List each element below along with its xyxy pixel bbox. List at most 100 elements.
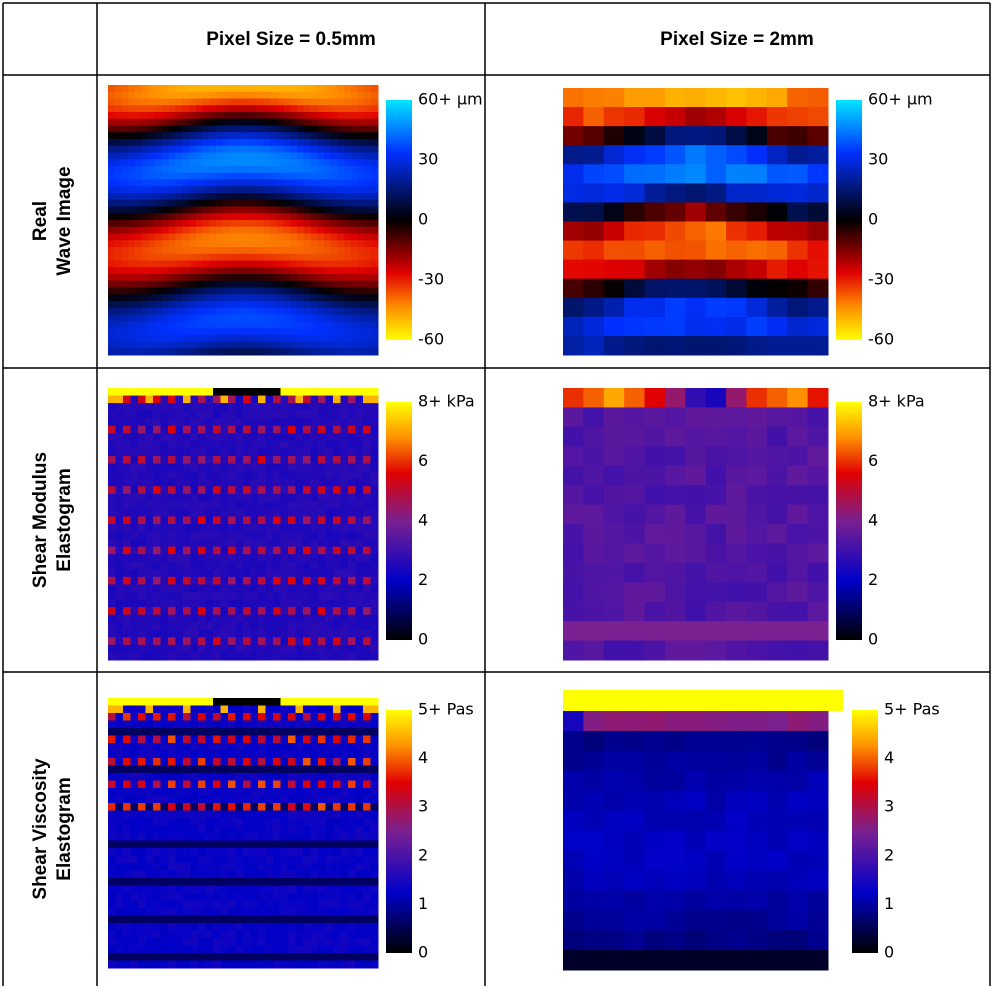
heatmap-cell xyxy=(333,396,341,404)
heatmap-cell xyxy=(191,751,199,759)
heatmap-cell xyxy=(326,736,334,744)
heatmap-cell xyxy=(371,803,379,811)
heatmap-cell xyxy=(371,186,378,193)
heatmap-cell xyxy=(213,901,221,909)
heatmap-cell xyxy=(236,841,244,849)
heatmap-cell xyxy=(138,426,146,434)
heatmap-cell xyxy=(266,562,274,570)
heatmap-cell xyxy=(191,471,199,479)
heatmap-cell xyxy=(311,592,319,600)
heatmap-cell xyxy=(281,464,289,472)
heatmap-cell xyxy=(348,524,356,532)
heatmap-cell xyxy=(296,584,304,592)
heatmap-cell xyxy=(808,407,829,427)
heatmap-cell xyxy=(209,301,216,308)
heatmap-cell xyxy=(266,456,274,464)
heatmap-cell xyxy=(183,479,191,487)
heatmap-cell xyxy=(115,85,122,92)
heatmap-cell xyxy=(326,878,334,886)
heatmap-cell xyxy=(296,833,304,841)
heatmap-cell xyxy=(371,441,379,449)
heatmap-cell xyxy=(326,931,334,939)
heatmap-cell xyxy=(338,247,345,254)
heatmap-cell xyxy=(155,180,162,187)
heatmap-cell xyxy=(189,342,196,349)
heatmap-cell xyxy=(162,315,169,322)
heatmap-cell xyxy=(563,279,584,299)
heatmap-cell xyxy=(115,92,122,99)
heatmap-cell xyxy=(344,342,351,349)
heatmap-cell xyxy=(236,342,243,349)
heatmap-cell xyxy=(138,637,146,645)
heatmap-cell xyxy=(604,791,625,811)
heatmap-cell xyxy=(326,938,334,946)
heatmap-cell xyxy=(155,207,162,214)
heatmap-cell xyxy=(726,183,747,203)
heatmap-cell xyxy=(168,961,176,969)
heatmap-cell xyxy=(221,433,229,441)
heatmap-cell xyxy=(123,878,131,886)
heatmap-cell xyxy=(746,466,767,486)
heatmap-cell xyxy=(213,788,221,796)
heatmap-cell xyxy=(266,781,274,789)
heatmap-cell xyxy=(258,863,266,871)
heatmap-cell xyxy=(363,592,371,600)
heatmap-cell xyxy=(142,200,149,207)
heatmap-cell xyxy=(213,494,221,502)
heatmap-cell xyxy=(348,886,356,894)
heatmap-cell xyxy=(108,220,115,227)
heatmap-cell xyxy=(685,751,706,771)
heatmap-cell xyxy=(563,183,584,203)
heatmap-cell xyxy=(122,288,129,295)
heatmap-cell xyxy=(142,321,149,328)
heatmap-cell xyxy=(371,961,379,969)
heatmap-cell xyxy=(277,294,284,301)
heatmap-cell xyxy=(155,274,162,281)
heatmap-cell xyxy=(604,543,625,563)
heatmap-cell xyxy=(162,112,169,119)
heatmap-cell xyxy=(787,930,808,950)
heatmap-cell xyxy=(250,267,257,274)
heatmap-cell xyxy=(263,261,270,268)
heatmap-cell xyxy=(324,126,331,133)
heatmap-cell xyxy=(169,180,176,187)
heatmap-cell xyxy=(116,796,124,804)
heatmap-cell xyxy=(198,826,206,834)
heatmap-cell xyxy=(250,294,257,301)
heatmap-cell xyxy=(198,773,206,781)
heatmap-cell xyxy=(351,348,358,355)
heatmap-cell xyxy=(787,811,808,831)
heatmap-cell xyxy=(263,146,270,153)
heatmap-cell xyxy=(371,901,379,909)
heatmap-cell xyxy=(288,796,296,804)
heatmap-cell xyxy=(198,448,206,456)
heatmap-cell xyxy=(333,448,341,456)
heatmap-cell xyxy=(108,456,116,464)
heatmap-cell xyxy=(365,240,372,247)
heatmap-cell xyxy=(341,554,349,562)
heatmap-cell xyxy=(108,886,116,894)
heatmap-cell xyxy=(356,826,364,834)
heatmap-cell xyxy=(257,301,264,308)
heatmap-cell xyxy=(176,524,184,532)
heatmap-cell xyxy=(726,850,747,870)
heatmap-cell xyxy=(324,119,331,126)
heatmap-cell xyxy=(236,788,244,796)
heatmap-cell xyxy=(251,841,259,849)
heatmap-cell xyxy=(236,645,244,653)
heatmap-cell xyxy=(146,600,154,608)
heatmap-cell xyxy=(371,547,379,555)
heatmap-cell xyxy=(288,721,296,729)
heatmap-cell xyxy=(258,803,266,811)
heatmap-cell xyxy=(176,893,184,901)
colorbar-label: 8+ kPa xyxy=(418,392,475,411)
heatmap-cell xyxy=(303,788,311,796)
heatmap-cell xyxy=(258,826,266,834)
heatmap-cell xyxy=(767,731,788,751)
heatmap-cell xyxy=(146,411,154,419)
heatmap-cell xyxy=(131,592,139,600)
heatmap-cell xyxy=(324,254,331,261)
heatmap-cell xyxy=(223,281,230,288)
heatmap-cell xyxy=(251,908,259,916)
heatmap-cell xyxy=(371,240,378,247)
